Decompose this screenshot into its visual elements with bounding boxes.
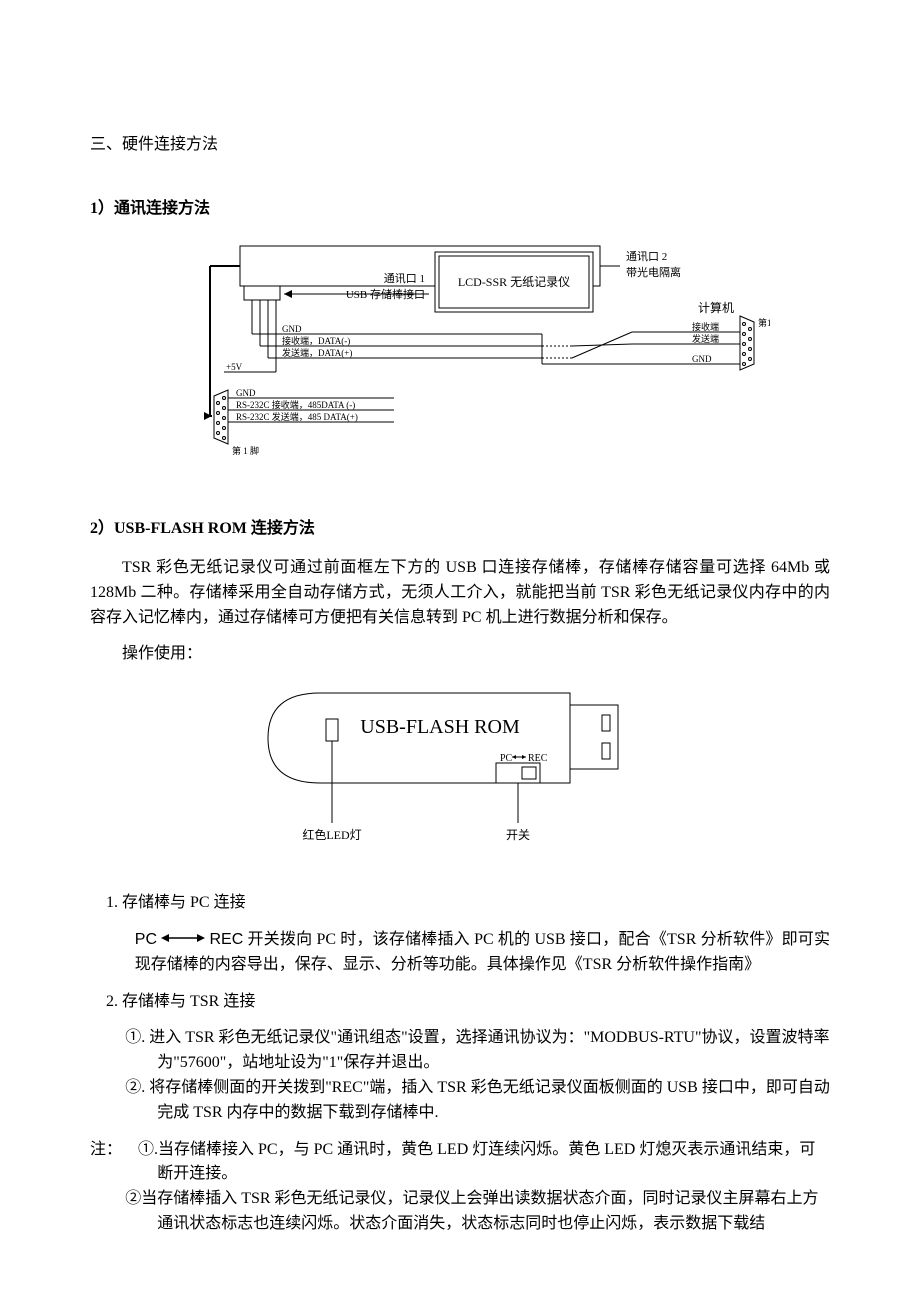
tsr-step-2: ②. 将存储棒侧面的开关拨到"REC"端，插入 TSR 彩色无纸记录仪面板侧面的… bbox=[157, 1076, 830, 1126]
double-arrow-icon bbox=[161, 928, 205, 953]
svg-text:GND: GND bbox=[282, 324, 302, 334]
svg-text:GND: GND bbox=[692, 354, 712, 364]
section-title: 三、硬件连接方法 bbox=[90, 130, 830, 154]
svg-text:接收端，DATA(-): 接收端，DATA(-) bbox=[282, 335, 350, 346]
svg-text:RS-232C 发送端，485 DATA(+): RS-232C 发送端，485 DATA(+) bbox=[236, 411, 358, 422]
svg-text:USB-FLASH ROM: USB-FLASH ROM bbox=[360, 716, 520, 738]
tsr-connect-heading: 2. 存储棒与 TSR 连接 bbox=[106, 990, 830, 1015]
subsection-1-title: 1）通讯连接方法 bbox=[90, 194, 830, 218]
svg-text:GND: GND bbox=[236, 388, 256, 398]
note-2: ②当存储棒插入 TSR 彩色无纸记录仪，记录仪上会弹出读数据状态介面，同时记录仪… bbox=[157, 1187, 830, 1237]
svg-text:接收端: 接收端 bbox=[692, 321, 719, 332]
svg-text:计算机: 计算机 bbox=[698, 300, 734, 315]
pc-label-text: PC bbox=[135, 931, 157, 948]
svg-text:通讯口 1: 通讯口 1 bbox=[384, 272, 425, 285]
svg-text:RS-232C 接收端，485DATA (-): RS-232C 接收端，485DATA (-) bbox=[236, 399, 355, 410]
usb-flash-paragraph: TSR 彩色无纸记录仪可通过前面框左下方的 USB 口连接存储棒，存储棒存储容量… bbox=[90, 556, 830, 630]
svg-text:LCD-SSR 无纸记录仪: LCD-SSR 无纸记录仪 bbox=[458, 275, 570, 289]
usb-flash-diagram: USB-FLASH ROM PC REC 红色LED灯 开关 bbox=[90, 673, 830, 863]
svg-text:+5V: +5V bbox=[226, 362, 243, 372]
svg-text:PC: PC bbox=[500, 753, 513, 764]
svg-text:第 1 脚: 第 1 脚 bbox=[232, 445, 259, 456]
pc-connect-heading: 1. 存储棒与 PC 连接 bbox=[106, 891, 830, 916]
tsr-step-1: ①. 进入 TSR 彩色无纸记录仪"通讯组态"设置，选择通讯协议为："MODBU… bbox=[157, 1026, 830, 1076]
pc-connect-body: PC REC 开关拨向 PC 时，该存储棒插入 PC 机的 USB 接口，配合《… bbox=[135, 928, 830, 978]
svg-text:第1脚: 第1脚 bbox=[758, 317, 770, 328]
svg-text:红色LED灯: 红色LED灯 bbox=[302, 827, 361, 842]
rec-label-text: REC bbox=[209, 931, 243, 948]
svg-text:通讯口 2: 通讯口 2 bbox=[626, 250, 667, 263]
svg-text:REC: REC bbox=[528, 753, 548, 764]
comm-diagram: LCD-SSR 无纸记录仪通讯口 2带光电隔离通讯口 1USB 存储棒接口GND… bbox=[90, 236, 830, 486]
svg-text:带光电隔离: 带光电隔离 bbox=[626, 265, 681, 279]
operate-label: 操作使用： bbox=[90, 642, 830, 667]
subsection-2-title: 2）USB-FLASH ROM 连接方法 bbox=[90, 514, 830, 538]
svg-text:开关: 开关 bbox=[506, 828, 530, 842]
svg-text:发送端，DATA(+): 发送端，DATA(+) bbox=[282, 347, 352, 358]
note-1: 注： ①.当存储棒接入 PC，与 PC 通讯时，黄色 LED 灯连续闪烁。黄色 … bbox=[157, 1138, 830, 1188]
svg-text:发送端: 发送端 bbox=[692, 333, 719, 344]
